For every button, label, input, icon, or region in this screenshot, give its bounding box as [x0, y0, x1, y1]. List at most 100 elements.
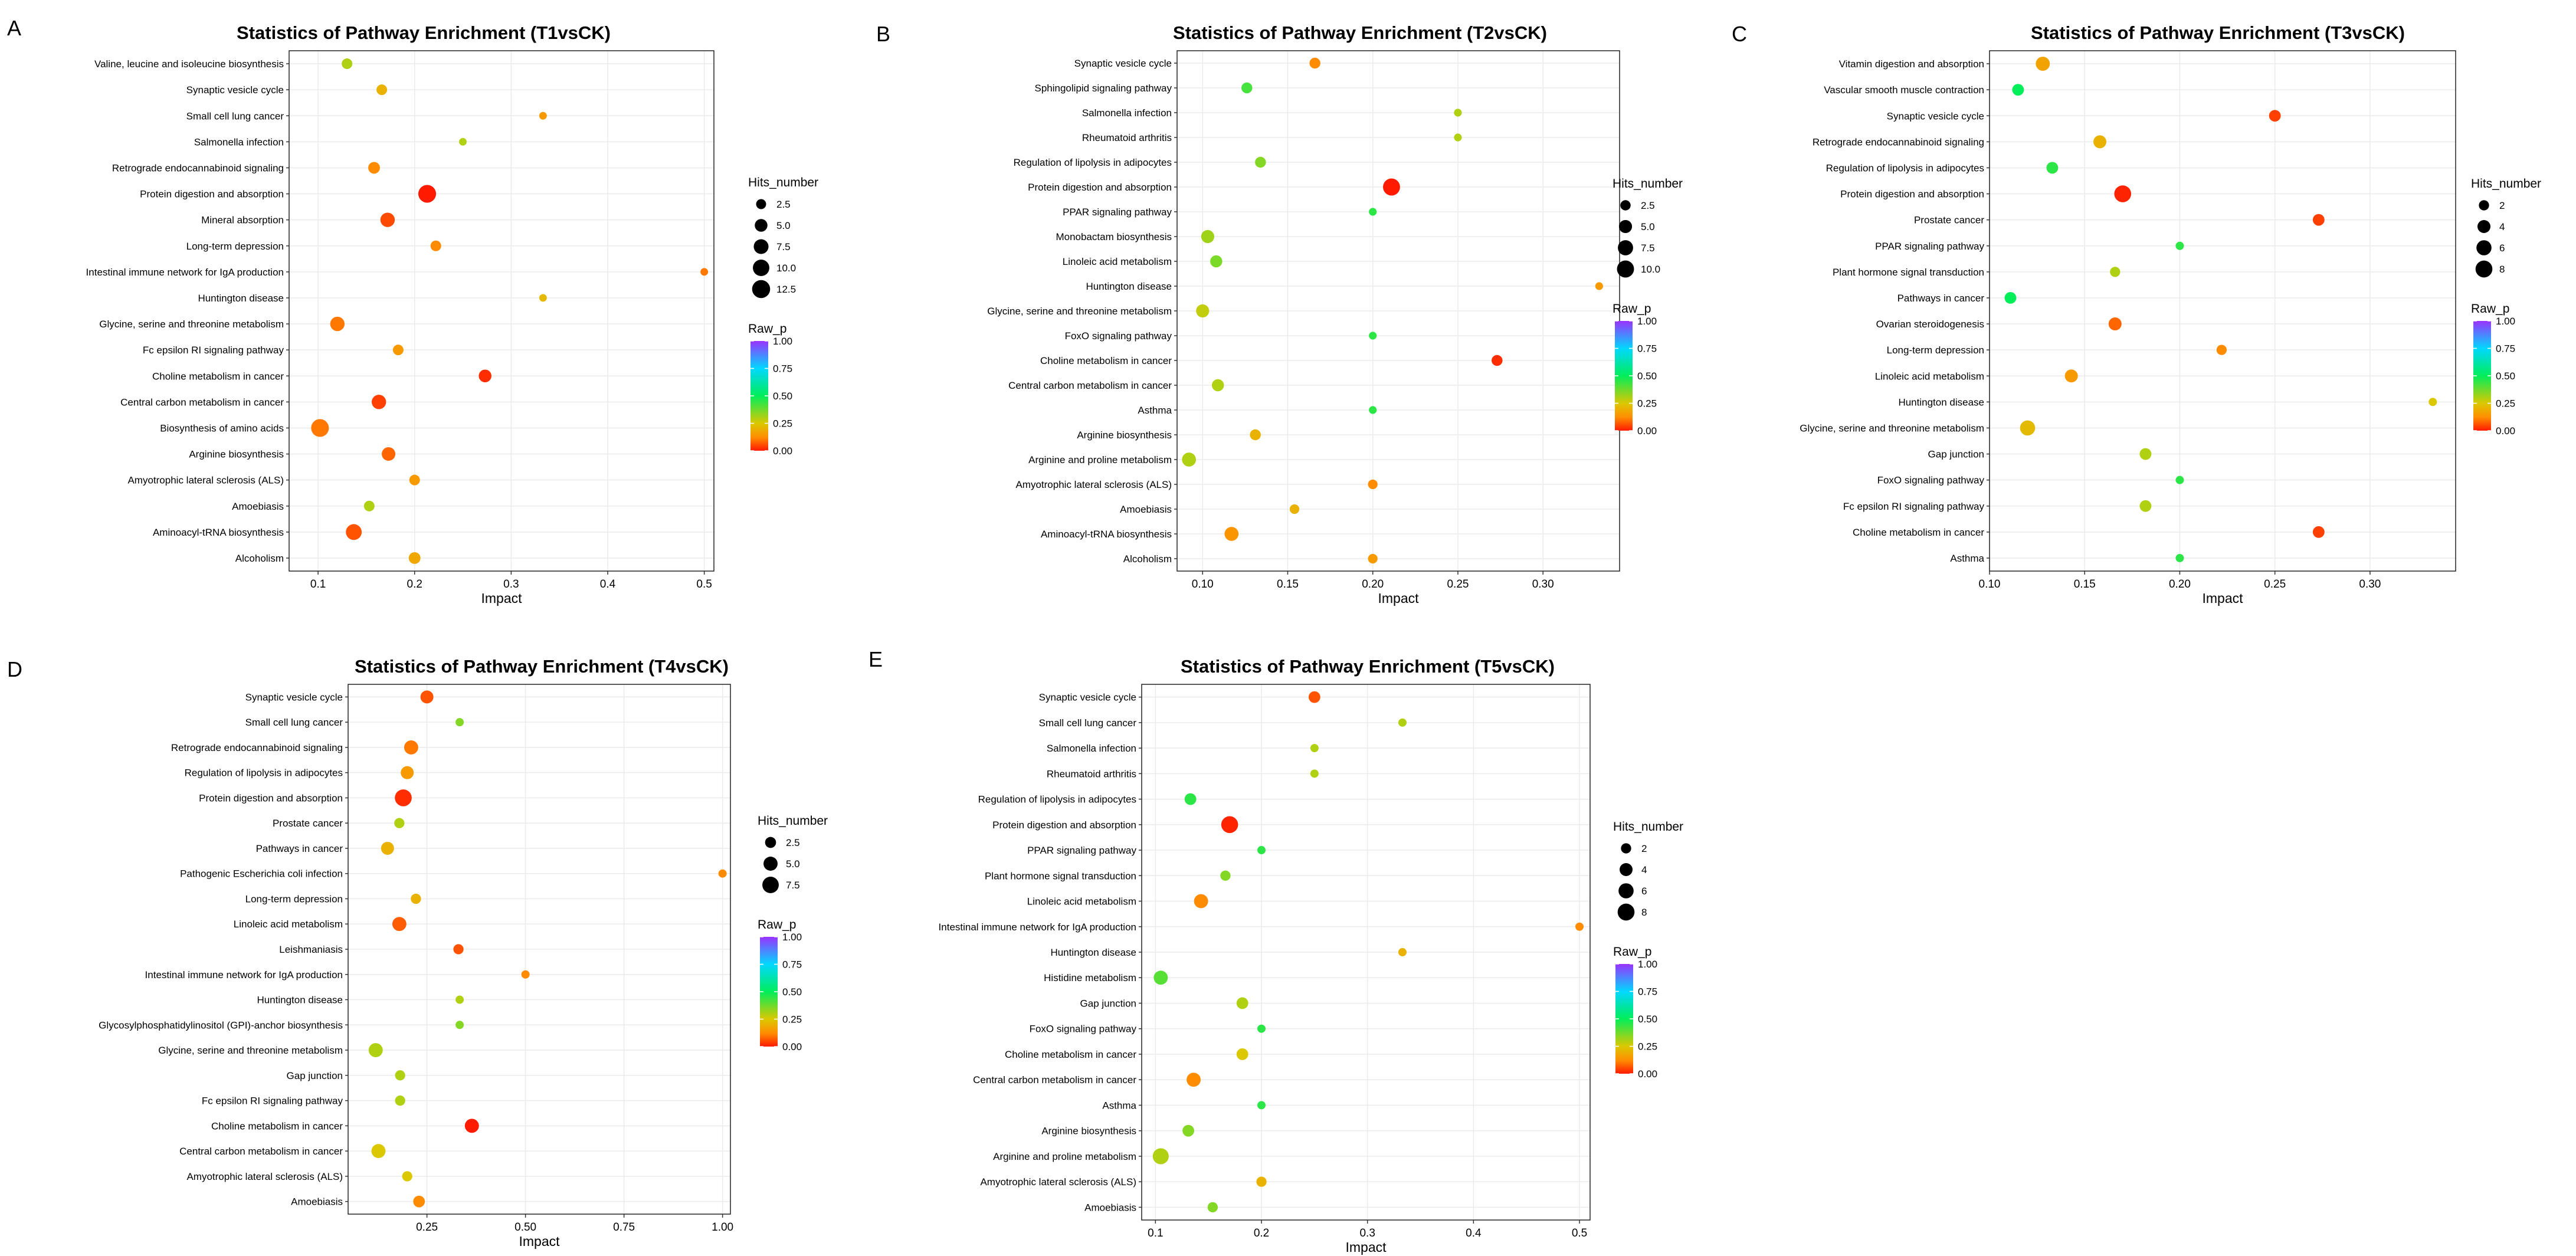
y-tick-label: Linoleic acid metabolism — [1027, 896, 1136, 907]
data-point — [1256, 1176, 1267, 1187]
size-legend-key — [1620, 863, 1633, 876]
size-legend-title: Hits_number — [1613, 820, 1683, 834]
y-tick-label: Glycine, serine and threonine metabolism — [1800, 422, 1984, 434]
data-point — [376, 84, 388, 96]
data-point — [420, 690, 434, 704]
data-point — [401, 766, 414, 779]
data-point — [430, 240, 441, 251]
y-tick-label: Synaptic vesicle cycle — [245, 691, 343, 703]
y-tick-label: Biosynthesis of amino acids — [160, 422, 284, 434]
data-point — [2139, 448, 2152, 460]
size-legend-key — [1620, 200, 1631, 211]
x-tick-label: 0.50 — [514, 1221, 536, 1234]
y-tick-label: Histidine metabolism — [1044, 972, 1136, 983]
data-point — [311, 419, 329, 437]
data-point — [395, 1095, 405, 1106]
data-point — [1236, 997, 1248, 1009]
data-point — [521, 970, 530, 979]
x-tick-label: 0.15 — [1277, 578, 1299, 591]
y-tick-label: Amoebiasis — [291, 1196, 343, 1208]
size-legend-label: 10.0 — [1641, 264, 1660, 275]
y-tick-label: Fc epsilon RI signaling pathway — [202, 1096, 343, 1107]
y-tick-label: Choline metabolism in cancer — [211, 1120, 343, 1132]
y-tick-label: Intestinal immune network for IgA produc… — [86, 267, 284, 278]
data-point — [1250, 429, 1261, 441]
data-point — [1369, 406, 1377, 414]
y-tick-label: Glycine, serine and threonine metabolism — [158, 1045, 343, 1056]
data-point — [1310, 744, 1319, 753]
y-tick-label: Mineral absorption — [201, 215, 284, 226]
data-point — [371, 1144, 386, 1159]
data-point — [2108, 317, 2122, 331]
data-point — [371, 395, 386, 409]
size-legend-label: 12.5 — [776, 284, 796, 295]
y-tick-label: Vitamin digestion and absorption — [1839, 58, 1984, 70]
y-tick-label: Central carbon metabolism in cancer — [179, 1146, 343, 1157]
x-tick-label: 0.3 — [503, 578, 519, 591]
y-tick-label: Prostate cancer — [1914, 215, 1984, 226]
y-tick-label: Long-term depression — [1887, 345, 1984, 356]
y-tick-label: Regulation of lipolysis in adipocytes — [185, 768, 343, 779]
data-point — [2312, 526, 2325, 538]
data-point — [455, 1021, 464, 1029]
x-axis-label: Impact — [1345, 1239, 1387, 1255]
size-legend-key — [2477, 220, 2490, 233]
y-tick-label: Central carbon metabolism in cancer — [973, 1074, 1136, 1086]
x-tick-label: 0.10 — [1192, 578, 1214, 591]
data-point — [1368, 479, 1378, 490]
size-legend-key — [1618, 240, 1633, 255]
y-tick-label: FoxO signaling pathway — [1065, 330, 1172, 342]
data-point — [402, 1171, 412, 1182]
chart-panel-c: C Statistics of Pathway Enrichment (T3vsC… — [1732, 22, 2541, 606]
y-tick-label: Amoebiasis — [232, 501, 284, 512]
y-tick-label: Small cell lung cancer — [245, 717, 343, 728]
y-tick-label: Gap junction — [1080, 998, 1136, 1009]
y-tick-label: Choline metabolism in cancer — [1005, 1049, 1136, 1060]
data-point — [1369, 208, 1377, 216]
y-tick-label: Salmonella infection — [194, 136, 284, 147]
y-tick-label: Choline metabolism in cancer — [1040, 355, 1172, 366]
data-point — [1201, 229, 1215, 244]
data-point — [2216, 345, 2227, 355]
color-legend-label: 1.00 — [2496, 316, 2515, 327]
y-tick-label: Asthma — [1138, 405, 1172, 416]
color-legend-label: 0.50 — [782, 986, 802, 998]
y-tick-label: Huntington disease — [1898, 396, 1984, 408]
data-point — [1398, 948, 1407, 956]
color-legend-label: 0.25 — [773, 418, 792, 429]
y-tick-label: Linoleic acid metabolism — [1875, 370, 1984, 382]
y-tick-label: Glycine, serine and threonine metabolism — [987, 306, 1172, 317]
chart-title: Statistics of Pathway Enrichment (T2vsCK… — [1173, 22, 1547, 43]
y-tick-label: Amoebiasis — [1084, 1202, 1136, 1213]
chart-title: Statistics of Pathway Enrichment (T4vsCK… — [355, 656, 729, 677]
y-tick-label: Rheumatoid arthritis — [1047, 768, 1136, 779]
data-point — [1289, 504, 1300, 514]
color-legend-label: 0.75 — [1638, 986, 1657, 998]
data-point — [380, 212, 395, 227]
y-tick-label: Valine, leucine and isoleucine biosynthe… — [94, 58, 284, 70]
data-point — [368, 1043, 383, 1057]
y-tick-label: FoxO signaling pathway — [1030, 1024, 1137, 1035]
size-legend-label: 6 — [2499, 242, 2505, 254]
y-tick-label: Asthma — [1950, 553, 1984, 564]
data-point — [392, 345, 404, 356]
data-point — [1196, 304, 1210, 318]
data-point — [479, 369, 491, 383]
y-tick-label: Salmonella infection — [1082, 107, 1172, 119]
y-tick-label: Fc epsilon RI signaling pathway — [1843, 501, 1985, 512]
plot-area — [1990, 51, 2456, 571]
size-legend-key — [753, 260, 769, 276]
y-tick-label: Arginine biosynthesis — [1041, 1126, 1136, 1137]
size-legend-key — [2476, 240, 2492, 255]
data-point — [418, 185, 437, 203]
y-tick-label: Regulation of lipolysis in adipocytes — [1014, 157, 1172, 168]
y-tick-label: Synaptic vesicle cycle — [186, 84, 284, 96]
y-tick-label: Monobactam biosynthesis — [1056, 231, 1172, 242]
color-legend-label: 1.00 — [1637, 316, 1657, 327]
data-point — [394, 818, 405, 828]
data-point — [2428, 398, 2437, 406]
data-point — [342, 58, 353, 70]
y-tick-label: Aminoacyl-tRNA biosynthesis — [153, 527, 284, 538]
y-tick-label: Protein digestion and absorption — [1840, 189, 1984, 200]
